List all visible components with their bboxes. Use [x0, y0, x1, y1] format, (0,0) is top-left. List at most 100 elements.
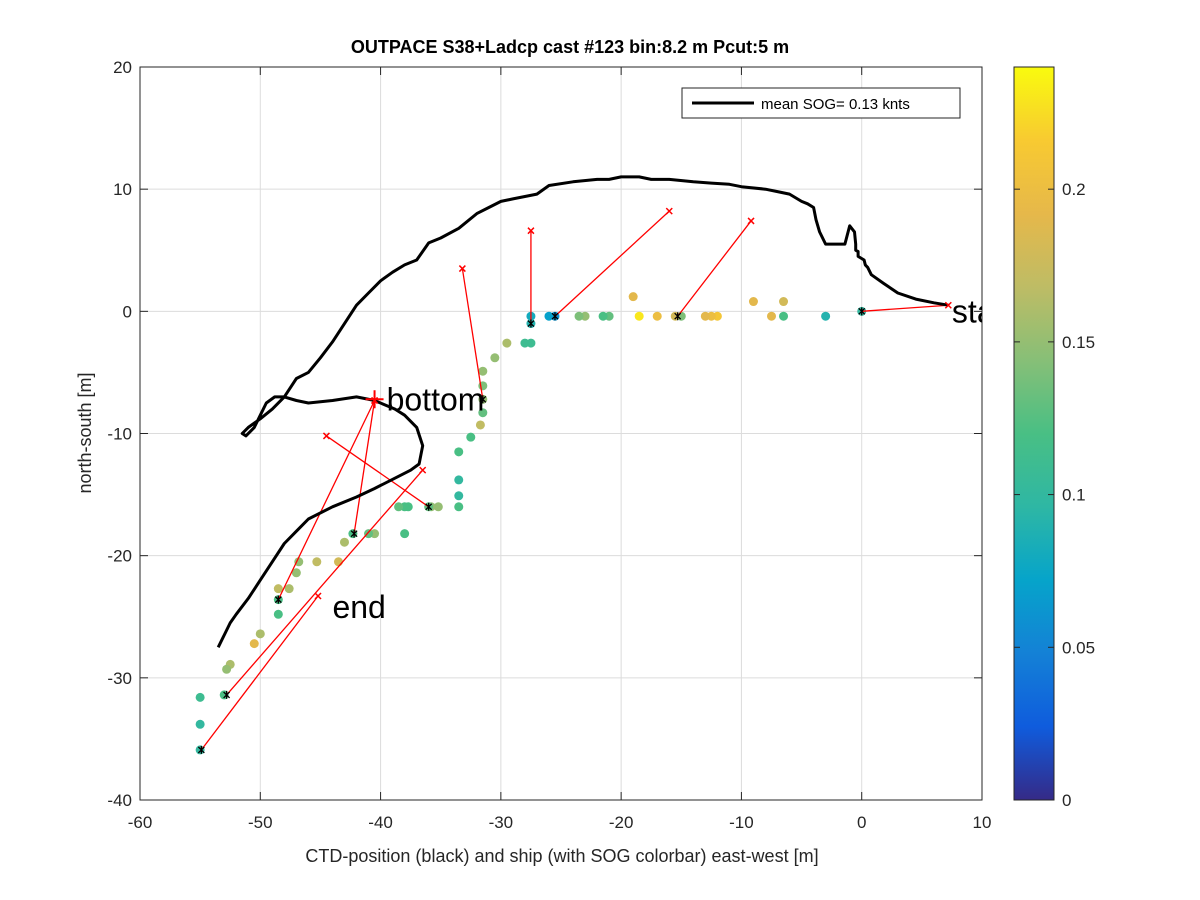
- ship-point: [195, 692, 205, 702]
- legend: mean SOG= 0.13 knts: [681, 87, 961, 119]
- ship-point: [490, 353, 500, 363]
- ctd-marker: [314, 592, 322, 600]
- annotation-start: start: [952, 293, 1014, 329]
- ship-point: [273, 584, 283, 594]
- ship-point: [478, 366, 488, 376]
- y-axis-label: north-south [m]: [75, 372, 95, 493]
- y-tick-label: 10: [113, 180, 132, 199]
- ship-point: [394, 502, 404, 512]
- colorbar-tick-label: 0.2: [1062, 180, 1086, 199]
- colorbar-tick-label: 0.05: [1062, 638, 1095, 657]
- bottom-marker: [365, 390, 384, 409]
- ship-point: [478, 408, 488, 418]
- ship-point: [454, 491, 464, 501]
- ship-point: [779, 297, 789, 307]
- ship-point: [333, 557, 343, 567]
- ctd-marker: [944, 301, 952, 309]
- marked-ship-positions: [197, 207, 952, 754]
- ship-point: [348, 529, 358, 539]
- connection-line: [277, 400, 376, 600]
- ship-point: [339, 537, 349, 547]
- y-axis: -40 -30 -20 -10 0 10 20: [107, 58, 982, 810]
- connection-line: [353, 400, 376, 534]
- y-tick-label: -30: [107, 669, 132, 688]
- x-tick-label: -30: [489, 813, 514, 832]
- x-axis: -60 -50 -40 -30 -20 -10 0 10: [128, 67, 992, 832]
- ship-point: [700, 311, 710, 321]
- colorbar-tick-label: 0.15: [1062, 333, 1095, 352]
- annotation-bottom: bottom: [387, 381, 485, 417]
- ship-point: [652, 311, 662, 321]
- ship-marker: [479, 395, 487, 404]
- ship-marker: [197, 745, 205, 754]
- connection-line: [326, 435, 430, 508]
- ship-point: [767, 311, 776, 321]
- ctd-marker: [322, 432, 330, 440]
- colorbar: 0 0.05 0.1 0.15 0.2: [1013, 66, 1095, 810]
- y-tick-label: -40: [107, 791, 132, 810]
- ship-marker: [274, 595, 282, 604]
- ship-marker: [350, 529, 358, 538]
- ship-point: [284, 584, 294, 594]
- plot-area: -60 -50 -40 -30 -20 -10 0 10 -40-30-20-1001020 …: [107, 58, 1014, 832]
- connection-line: [554, 210, 670, 317]
- ship-marker: [551, 312, 559, 321]
- ship-point: [454, 447, 464, 457]
- ship-point: [748, 297, 758, 307]
- ship-point: [466, 432, 476, 442]
- ship-point: [821, 311, 831, 321]
- ship-point: [291, 568, 301, 578]
- ship-point: [222, 664, 232, 674]
- colorbar-tick-label: 0.1: [1062, 486, 1086, 505]
- chart-title: OUTPACE S38+Ladcp cast #123 bin:8.2 m Pc…: [351, 37, 789, 57]
- ship-point: [634, 311, 644, 321]
- ctd-marker: [665, 207, 673, 215]
- ship-point: [364, 529, 374, 539]
- y-tick-label: -10: [107, 425, 132, 444]
- colorbar-tick-label: 0: [1062, 791, 1071, 810]
- ctd-marker: [527, 227, 535, 235]
- ctd-marker: [458, 265, 466, 273]
- connection-line: [461, 268, 484, 400]
- ship-point: [454, 475, 464, 485]
- ship-marker: [858, 307, 866, 316]
- ship-point: [544, 311, 554, 321]
- ship-point: [502, 338, 512, 348]
- y-tick-label: 20: [113, 58, 132, 77]
- ship-point: [628, 292, 638, 302]
- x-tick-label: -40: [368, 813, 393, 832]
- x-axis-label: CTD-position (black) and ship (with SOG …: [305, 846, 818, 866]
- ship-point: [598, 311, 608, 321]
- connection-line: [226, 469, 424, 696]
- ship-marker: [223, 690, 231, 699]
- ship-point: [520, 338, 530, 348]
- ship-point: [433, 502, 443, 512]
- x-tick-label: -10: [729, 813, 754, 832]
- connection-line: [677, 220, 752, 317]
- ship-marker: [674, 312, 682, 321]
- legend-label: mean SOG= 0.13 knts: [761, 96, 910, 113]
- ship-point: [312, 557, 322, 567]
- ship-point: [294, 557, 304, 567]
- ship-point: [779, 311, 789, 321]
- ship-marker: [425, 502, 433, 511]
- ctd-track-line: [216, 175, 949, 648]
- ctd-marker: [747, 217, 755, 225]
- ship-point: [574, 311, 584, 321]
- ctd-marker: [419, 466, 427, 474]
- annotations: start bottom end: [332, 293, 1014, 625]
- x-tick-label: 10: [973, 813, 992, 832]
- annotation-end: end: [332, 589, 385, 625]
- ship-point: [454, 502, 464, 512]
- ctd-ship-connections: [200, 210, 949, 751]
- ship-point: [195, 719, 205, 729]
- ship-point: [273, 609, 283, 619]
- x-tick-label: -20: [609, 813, 634, 832]
- ship-point: [255, 629, 265, 639]
- ship-point: [400, 529, 410, 539]
- colorbar-gradient: [1013, 66, 1055, 801]
- colorbar-ticks: 0 0.05 0.1 0.15 0.2: [1014, 180, 1095, 810]
- ship-marker: [527, 319, 535, 328]
- x-tick-label: -50: [248, 813, 273, 832]
- y-tick-label: -20: [107, 547, 132, 566]
